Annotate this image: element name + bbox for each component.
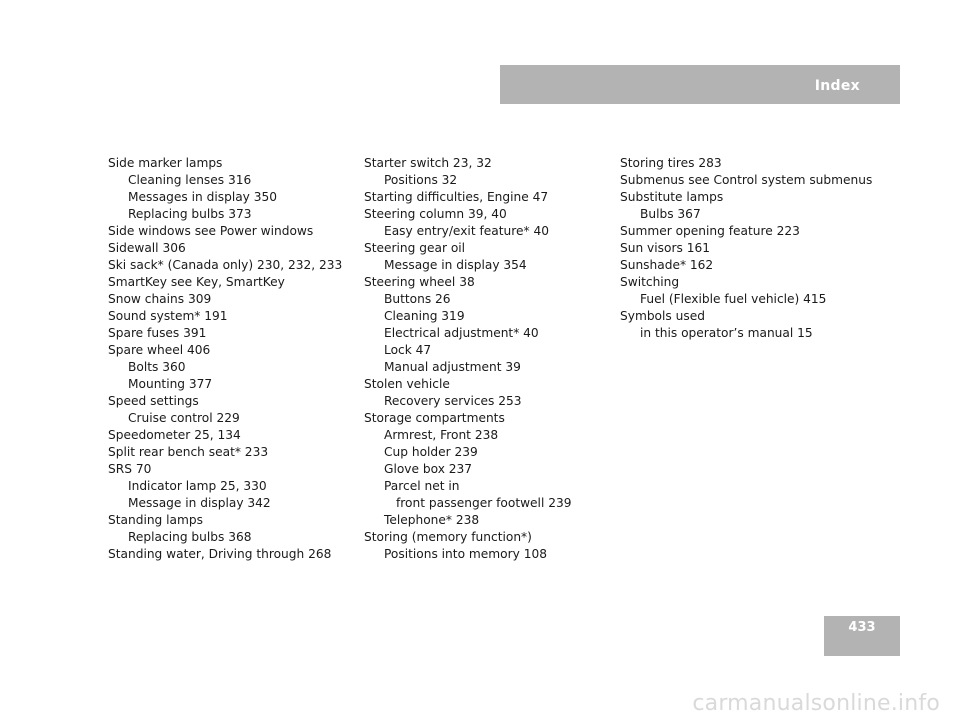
- index-entry: Message in display 354: [384, 258, 527, 272]
- index-entry: Sun visors 161: [620, 241, 710, 255]
- index-entry: Cruise control 229: [128, 411, 240, 425]
- index-entry: Manual adjustment 39: [384, 360, 521, 374]
- index-entry: in this operator’s manual 15: [640, 326, 813, 340]
- index-entry: Sidewall 306: [108, 241, 186, 255]
- index-entry: Snow chains 309: [108, 292, 212, 306]
- header-bar: Index: [500, 65, 900, 104]
- index-column-1: Side marker lamps Cleaning lenses 316 Mess…: [108, 155, 353, 563]
- index-column-3: Storing tires 283 Submenus see Control sy…: [620, 155, 900, 342]
- index-entry: Starting difficulties, Engine 47: [364, 190, 549, 204]
- index-entry: Fuel (Flexible fuel vehicle) 415: [640, 292, 827, 306]
- index-entry: Ski sack* (Canada only) 230, 232, 233: [108, 258, 343, 272]
- index-entry: front passenger footwell 239: [396, 496, 572, 510]
- index-entry: Substitute lamps: [620, 190, 724, 204]
- index-entry: Positions into memory 108: [384, 547, 547, 561]
- index-entry: Positions 32: [384, 173, 458, 187]
- index-entry: Storing (memory function*): [364, 530, 532, 544]
- page-number: 433: [848, 620, 876, 635]
- index-entry: Message in display 342: [128, 496, 271, 510]
- index-entry: Telephone* 238: [384, 513, 480, 527]
- index-entry: Speedometer 25, 134: [108, 428, 241, 442]
- index-entry: Messages in display 350: [128, 190, 278, 204]
- index-entry: Recovery services 253: [384, 394, 522, 408]
- index-entry: Replacing bulbs 373: [128, 207, 252, 221]
- index-entry: Stolen vehicle: [364, 377, 450, 391]
- index-entry: Spare fuses 391: [108, 326, 207, 340]
- index-entry: Switching: [620, 275, 680, 289]
- index-column-2: Starter switch 23, 32 Positions 32 Startin…: [364, 155, 609, 563]
- page-title: Index: [814, 78, 860, 94]
- index-entry: Cleaning 319: [384, 309, 465, 323]
- index-entry: Standing water, Driving through 268: [108, 547, 332, 561]
- index-entry: Split rear bench seat* 233: [108, 445, 269, 459]
- index-entry: Steering gear oil: [364, 241, 466, 255]
- index-entry: Steering column 39, 40: [364, 207, 507, 221]
- index-entry: Storage compartments: [364, 411, 505, 425]
- index-entry: Summer opening feature 223: [620, 224, 800, 238]
- index-entry: Bulbs 367: [640, 207, 701, 221]
- index-entry: Replacing bulbs 368: [128, 530, 252, 544]
- index-entry: Starter switch 23, 32: [364, 156, 492, 170]
- index-entry: Storing tires 283: [620, 156, 722, 170]
- page-number-box: 433: [824, 616, 900, 656]
- index-entry: Electrical adjustment* 40: [384, 326, 539, 340]
- index-entry: Armrest, Front 238: [384, 428, 499, 442]
- index-entry: Standing lamps: [108, 513, 203, 527]
- index-entry: Steering wheel 38: [364, 275, 475, 289]
- index-entry: Buttons 26: [384, 292, 451, 306]
- index-entry: SRS 70: [108, 462, 152, 476]
- index-entry: Glove box 237: [384, 462, 473, 476]
- index-entry: Spare wheel 406: [108, 343, 211, 357]
- index-entry: Parcel net in: [384, 479, 460, 493]
- index-entry: Symbols used: [620, 309, 705, 323]
- index-entry: Sunshade* 162: [620, 258, 714, 272]
- index-entry: Side marker lamps: [108, 156, 223, 170]
- index-entry: Side windows see Power windows: [108, 224, 314, 238]
- index-entry: Speed settings: [108, 394, 199, 408]
- index-entry: Bolts 360: [128, 360, 186, 374]
- index-entry: Lock 47: [384, 343, 432, 357]
- index-entry: Cup holder 239: [384, 445, 478, 459]
- index-entry: Indicator lamp 25, 330: [128, 479, 267, 493]
- index-entry: Mounting 377: [128, 377, 213, 391]
- watermark-text: carmanualsonline.info: [692, 691, 940, 716]
- index-entry: Easy entry/exit feature* 40: [384, 224, 549, 238]
- index-entry: Submenus see Control system submenus: [620, 173, 873, 187]
- index-entry: Cleaning lenses 316: [128, 173, 252, 187]
- index-entry: SmartKey see Key, SmartKey: [108, 275, 285, 289]
- index-entry: Sound system* 191: [108, 309, 228, 323]
